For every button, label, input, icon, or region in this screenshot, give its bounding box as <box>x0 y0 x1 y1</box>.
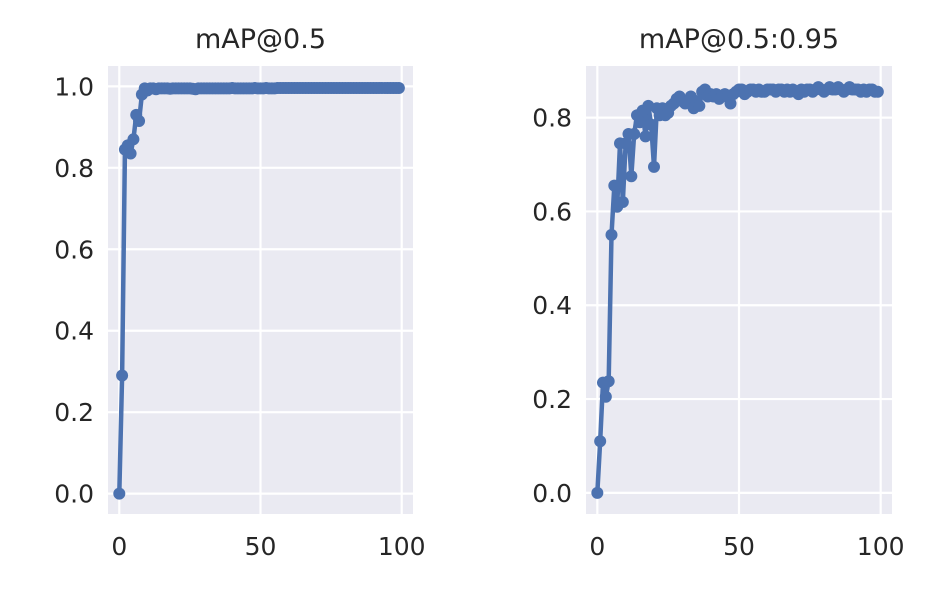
chart-title: mAP@0.5:0.95 <box>639 24 839 55</box>
x-tick-label: 50 <box>723 532 755 561</box>
y-tick-label: 0.6 <box>54 235 94 264</box>
data-point <box>648 160 660 173</box>
data-point <box>608 179 621 192</box>
series <box>113 81 405 500</box>
data-point <box>625 170 638 183</box>
series <box>591 81 884 499</box>
x-ticks: 0 50 100 <box>589 532 904 561</box>
chart-title: mAP@0.5 <box>195 24 326 55</box>
x-tick-label: 50 <box>245 532 277 561</box>
data-point <box>113 487 126 500</box>
data-point <box>127 133 140 146</box>
y-tick-label: 0.2 <box>54 398 94 427</box>
chart-map50: 0.0 0.2 0.4 0.6 0.8 1.0 0 50 100 mAP@0.5 <box>54 24 425 561</box>
data-point <box>724 97 737 110</box>
y-tick-label: 0.0 <box>532 479 572 508</box>
data-point <box>693 99 706 112</box>
x-tick-label: 100 <box>857 532 905 561</box>
x-tick-label: 0 <box>111 532 127 561</box>
data-point <box>594 435 607 448</box>
y-tick-label: 0.8 <box>54 154 94 183</box>
data-point <box>616 196 629 209</box>
data-point <box>392 81 405 94</box>
grid <box>586 66 892 514</box>
data-point <box>116 369 129 382</box>
data-point <box>124 147 137 160</box>
data-point <box>602 375 615 388</box>
data-point <box>599 390 612 403</box>
data-point <box>628 128 641 141</box>
y-tick-label: 0.8 <box>532 104 572 133</box>
data-point <box>633 116 646 129</box>
y-tick-label: 0.2 <box>532 385 572 414</box>
y-tick-label: 0.4 <box>54 317 94 346</box>
data-point <box>645 118 658 131</box>
data-point <box>591 486 604 499</box>
chart-map50-95: 0.0 0.2 0.4 0.6 0.8 0 50 100 mAP@0.5:0.95 <box>532 24 904 561</box>
y-tick-label: 0.0 <box>54 480 94 509</box>
y-tick-label: 1.0 <box>54 72 94 101</box>
data-point <box>639 130 652 143</box>
x-tick-label: 100 <box>378 532 426 561</box>
data-point <box>871 85 884 98</box>
data-point <box>605 228 618 241</box>
y-tick-label: 0.4 <box>532 291 572 320</box>
y-ticks: 0.0 0.2 0.4 0.6 0.8 1.0 <box>54 72 94 508</box>
data-point <box>133 114 146 127</box>
y-tick-label: 0.6 <box>532 197 572 226</box>
x-ticks: 0 50 100 <box>111 532 425 561</box>
y-ticks: 0.0 0.2 0.4 0.6 0.8 <box>532 104 572 508</box>
data-point <box>619 137 632 150</box>
x-tick-label: 0 <box>589 532 605 561</box>
